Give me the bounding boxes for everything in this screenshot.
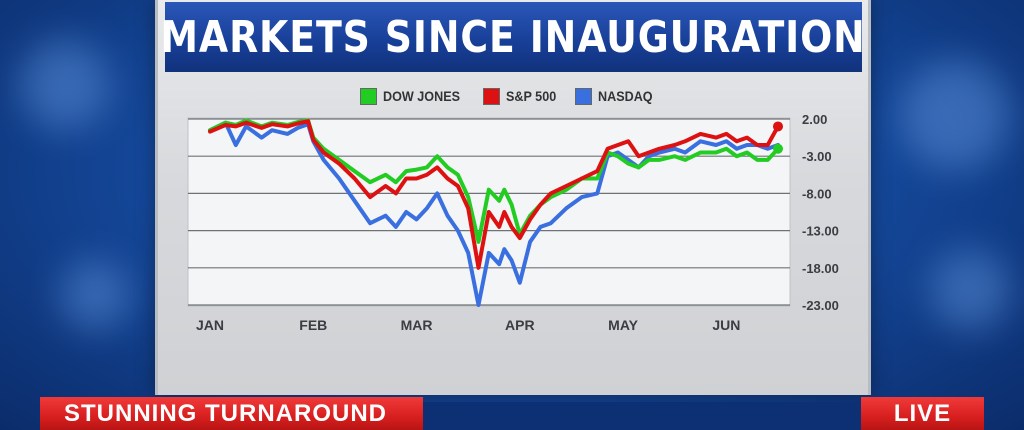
y-tick-label: 2.00 xyxy=(802,112,827,127)
legend-swatch-sp xyxy=(482,87,500,105)
y-tick-label: -3.00 xyxy=(802,149,832,164)
legend-swatch-dow xyxy=(360,87,377,105)
x-tick-label: FEB xyxy=(299,317,327,333)
legend-label-sp: S&P 500 xyxy=(505,88,556,104)
chart-legend: DOW JONES S&P 500 NASDAQ xyxy=(360,86,659,106)
x-tick-label: JUN xyxy=(712,317,740,333)
x-tick-label: JAN xyxy=(196,317,224,333)
legend-item-dow: DOW JONES xyxy=(360,87,469,105)
y-tick-label: -8.00 xyxy=(802,186,832,201)
series-end-point-sp xyxy=(773,121,783,132)
y-tick-label: -18.00 xyxy=(802,261,839,276)
ticker-strip xyxy=(423,402,861,430)
series-end-point-dow xyxy=(773,143,783,154)
headline-text: STUNNING TURNAROUND xyxy=(64,399,387,427)
y-tick-label: -23.00 xyxy=(802,298,839,313)
title-bar: MARKETS SINCE INAUGURATION xyxy=(161,2,865,72)
y-tick-label: -13.00 xyxy=(802,224,839,239)
x-tick-label: APR xyxy=(505,317,535,333)
series-line-sp xyxy=(208,119,780,270)
x-tick-label: MAY xyxy=(608,317,638,333)
chart-title: MARKETS SINCE INAUGURATION xyxy=(160,11,867,63)
live-badge: LIVE xyxy=(861,397,984,430)
legend-label-nasdaq: NASDAQ xyxy=(598,88,653,104)
live-label: LIVE xyxy=(893,399,952,427)
legend-item-sp: S&P 500 xyxy=(482,87,562,105)
headline-banner: STUNNING TURNAROUND xyxy=(40,397,423,430)
legend-label-dow: DOW JONES xyxy=(383,88,461,104)
x-tick-label: MAR xyxy=(401,317,433,333)
legend-swatch-nasdaq xyxy=(575,87,593,105)
legend-item-nasdaq: NASDAQ xyxy=(575,87,659,105)
